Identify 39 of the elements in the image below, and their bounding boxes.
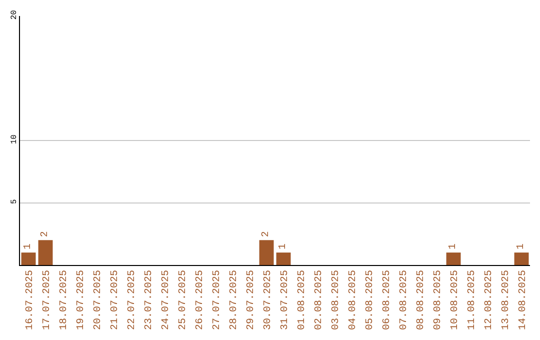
x-tick-label: 17.07.2025 — [42, 270, 53, 330]
data-label: 2 — [40, 231, 51, 238]
x-tick-label: 13.08.2025 — [500, 270, 512, 330]
x-tick-label: 31.07.2025 — [280, 270, 291, 330]
data-label: 1 — [516, 244, 528, 250]
x-tick-label: 19.07.2025 — [76, 270, 87, 330]
x-tick-label: 27.07.2025 — [212, 270, 223, 330]
x-tick-label: 14.08.2025 — [518, 270, 529, 330]
x-tick-label: 03.08.2025 — [330, 270, 342, 330]
y-tick-label: 5 — [10, 198, 19, 204]
x-tick-label: 01.08.2025 — [296, 270, 308, 330]
x-tick-label: 06.08.2025 — [382, 270, 393, 330]
data-label: 1 — [448, 244, 460, 250]
x-tick-label: 24.07.2025 — [160, 270, 172, 330]
x-tick-label: 12.08.2025 — [484, 270, 495, 330]
data-label: 2 — [261, 231, 272, 238]
data-label: 1 — [23, 244, 34, 250]
x-tick-label: 29.07.2025 — [246, 270, 257, 330]
x-tick-label: 09.08.2025 — [432, 270, 444, 330]
x-tick-label: 05.08.2025 — [364, 270, 376, 330]
x-tick-label: 28.07.2025 — [228, 270, 240, 330]
x-tick-label: 11.08.2025 — [466, 270, 478, 330]
x-tick-label: 10.08.2025 — [450, 270, 461, 330]
x-tick-label: 16.07.2025 — [24, 270, 36, 330]
x-tick-label: 25.07.2025 — [178, 270, 189, 330]
y-tick-label: 10 — [10, 134, 19, 144]
x-tick-label: 07.08.2025 — [398, 270, 410, 330]
x-tick-label: 08.08.2025 — [416, 270, 427, 330]
x-tick-label: 20.07.2025 — [92, 270, 104, 330]
x-tick-label: 22.07.2025 — [126, 270, 138, 330]
x-tick-label: 26.07.2025 — [194, 270, 206, 330]
x-tick-label: 23.07.2025 — [144, 270, 155, 330]
x-tick-label: 30.07.2025 — [262, 270, 274, 330]
data-label: 1 — [278, 244, 289, 250]
x-tick-label: 04.08.2025 — [348, 270, 359, 330]
x-tick-label: 21.07.2025 — [110, 270, 121, 330]
x-tick-label: 18.07.2025 — [58, 270, 70, 330]
y-tick-label: 20 — [10, 10, 19, 20]
x-tick-label: 02.08.2025 — [314, 270, 325, 330]
